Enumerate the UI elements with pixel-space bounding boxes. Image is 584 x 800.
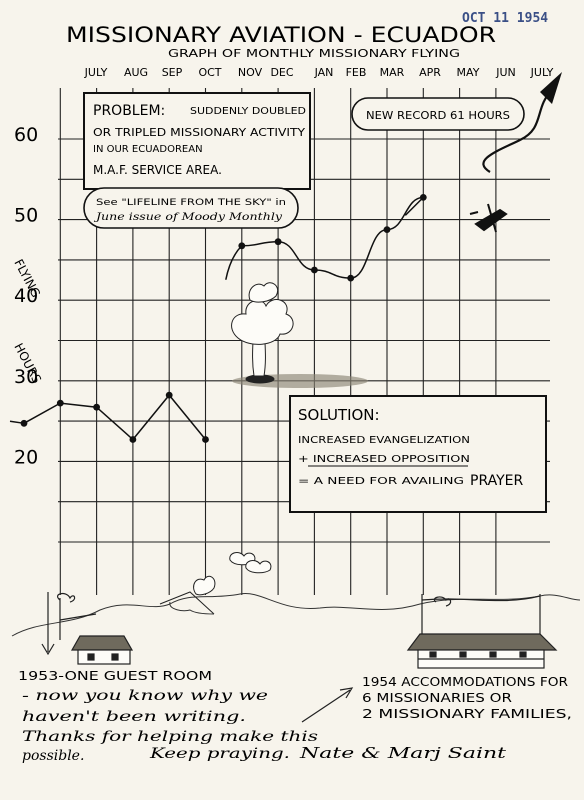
x-tick-label: MAY — [457, 66, 480, 79]
x-tick-label: JULY — [530, 66, 554, 79]
solution-line2: + INCREASED OPPOSITION — [298, 454, 470, 465]
record-text: NEW RECORD 61 HOURS — [366, 109, 510, 122]
record-callout: NEW RECORD 61 HOURS — [351, 97, 525, 131]
data-point — [274, 238, 282, 246]
x-tick-label: APR — [419, 66, 441, 79]
problem-line3: IN OUR ECUADOREAN — [93, 144, 203, 155]
note-line1: - now you know why we — [22, 688, 268, 704]
solution-line3-emphasis: PRAYER — [470, 473, 523, 489]
solution-box: SOLUTION: INCREASED EVANGELIZATION + INC… — [289, 395, 547, 513]
down-arrow-icon — [41, 592, 55, 656]
data-point — [202, 436, 209, 443]
y-tick-label: 40 — [14, 285, 38, 307]
x-tick-label: MAR — [380, 66, 405, 79]
explosion-cloud-icon — [231, 282, 368, 388]
y-tick-label: 30 — [14, 366, 38, 388]
x-tick-label: SEP — [162, 66, 183, 79]
arrowhead-icon — [540, 72, 562, 104]
right-caption-line2: 6 MISSIONARIES OR — [362, 691, 512, 705]
record-arrow-icon — [482, 89, 553, 173]
data-point — [56, 399, 64, 407]
chart-subtitle: GRAPH OF MONTHLY MISSIONARY FLYING — [168, 47, 460, 60]
series-points — [20, 194, 427, 443]
solution-line3: = A NEED FOR AVAILING — [298, 476, 464, 487]
y-tick-label: 20 — [14, 447, 38, 469]
data-point — [93, 403, 100, 411]
x-tick-label: DEC — [270, 66, 293, 79]
chart-title: MISSIONARY AVIATION - ECUADOR — [66, 23, 496, 47]
series-line-cloud-link — [225, 245, 243, 280]
right-caption-line3: 2 MISSIONARY FAMILIES, — [362, 707, 572, 721]
problem-line2: OR TRIPLED MISSIONARY ACTIVITY — [93, 126, 305, 139]
data-point — [347, 274, 355, 282]
guest-room-house-icon — [57, 592, 134, 665]
clouds-icon — [229, 552, 272, 574]
x-tick-label: OCT — [198, 66, 221, 79]
note-line4: possible. — [22, 748, 84, 764]
data-point — [20, 419, 28, 427]
x-axis-labels: JULY AUG SEP OCT NOV DEC JAN FEB MAR APR MAY JUN JUL… — [84, 66, 554, 79]
y-tick-label: 50 — [14, 205, 38, 227]
right-caption-line1: 1954 ACCOMMODATIONS FOR — [362, 675, 568, 689]
pointer-arrow-icon — [301, 687, 354, 723]
signature: Nate & Marj Saint — [299, 744, 508, 762]
problem-box: PROBLEM: SUDDENLY DOUBLED OR TRIPLED MIS… — [83, 92, 311, 190]
solution-title: SOLUTION: — [298, 406, 380, 424]
problem-line4: M.A.F. SERVICE AREA. — [93, 163, 222, 177]
series-line-tail — [404, 196, 424, 216]
y-axis-labels: 20 30 40 50 60 — [14, 124, 38, 469]
data-point — [383, 226, 391, 234]
series-line-segment-1953 — [23, 393, 207, 441]
solution-line1: INCREASED EVANGELIZATION — [298, 435, 470, 446]
problem-title: PROBLEM: — [93, 103, 165, 119]
accommodations-house-icon — [406, 594, 558, 669]
data-point — [165, 391, 173, 399]
see-note-callout: See "LIFELINE FROM THE SKY" in June issu… — [83, 187, 299, 229]
left-caption: 1953-ONE GUEST ROOM — [18, 669, 212, 683]
y-tick-label: 60 — [14, 124, 38, 146]
x-tick-label: JUN — [495, 66, 516, 79]
airplane-icon — [469, 203, 508, 233]
x-tick-label: JULY — [84, 66, 108, 79]
data-point — [238, 242, 246, 250]
see-note-line2: June issue of Moody Monthly — [93, 212, 282, 223]
data-point — [419, 194, 427, 201]
data-point — [129, 436, 137, 443]
date-stamp: OCT 11 1954 — [462, 11, 548, 26]
mountains-scene — [11, 591, 581, 637]
x-tick-label: FEB — [346, 66, 367, 79]
data-point — [311, 266, 318, 274]
volcano-icon — [193, 575, 216, 596]
see-note-line1: See "LIFELINE FROM THE SKY" in — [96, 198, 286, 208]
problem-line1: SUDDENLY DOUBLED — [190, 106, 306, 117]
note-line2: haven't been writing. — [22, 709, 246, 725]
note-line3: Thanks for helping make this — [22, 729, 318, 745]
note-line5: Keep praying. — [149, 746, 290, 762]
x-tick-label: NOV — [238, 66, 263, 79]
x-tick-label: AUG — [124, 66, 148, 79]
x-tick-label: JAN — [314, 66, 334, 79]
